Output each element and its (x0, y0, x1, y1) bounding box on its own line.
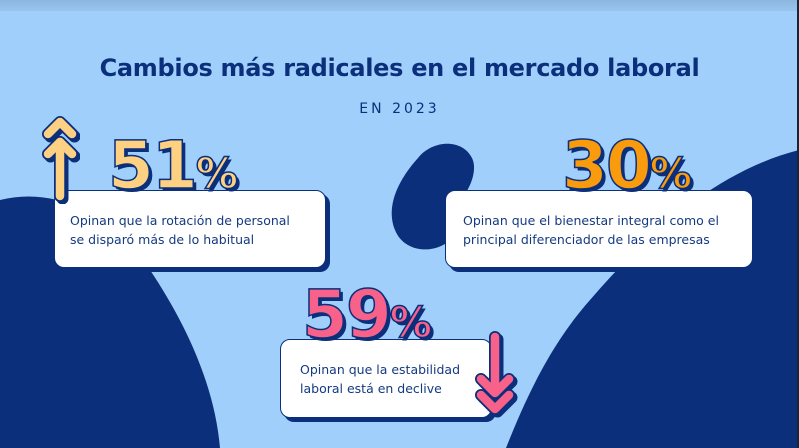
double-arrow-down-icon (475, 331, 518, 418)
right-edge-strip (797, 0, 799, 448)
stat-card-stability (280, 339, 492, 418)
description-line-1: Opinan que el bienestar integral como el (463, 213, 719, 228)
stat-card-rotation-text: Opinan que la rotación de personal se di… (70, 211, 290, 249)
stat-unit: % (195, 149, 239, 198)
description-line-1: Opinan que la rotación de personal (70, 213, 290, 228)
description-line-2: se disparó más de lo habitual (70, 232, 255, 247)
stat-card-stability-text: Opinan que la estabilidad laboral está e… (300, 360, 460, 398)
description-line-2: laboral está en declive (300, 381, 442, 396)
stat-value-51: 51% (107, 132, 239, 200)
page-title: Cambios más radicales en el mercado labo… (99, 54, 700, 82)
stat-value-30: 30% (561, 132, 693, 200)
stat-card-rotation (54, 190, 326, 268)
double-arrow-up-icon (42, 116, 80, 204)
page-subtitle: EN 2023 (359, 101, 440, 117)
description-line-1: Opinan que la estabilidad (300, 362, 460, 377)
description-line-2: principal diferenciador de las empresas (463, 232, 710, 247)
stat-number: 59 (301, 276, 392, 353)
stat-unit: % (389, 298, 433, 347)
top-strip (0, 0, 799, 11)
stat-card-wellbeing (445, 190, 753, 268)
stat-unit: % (649, 149, 693, 198)
stat-value-59: 59% (301, 281, 433, 349)
stat-number: 51 (107, 127, 198, 204)
stat-number: 30 (561, 127, 652, 204)
stat-card-wellbeing-text: Opinan que el bienestar integral como el… (463, 211, 719, 249)
